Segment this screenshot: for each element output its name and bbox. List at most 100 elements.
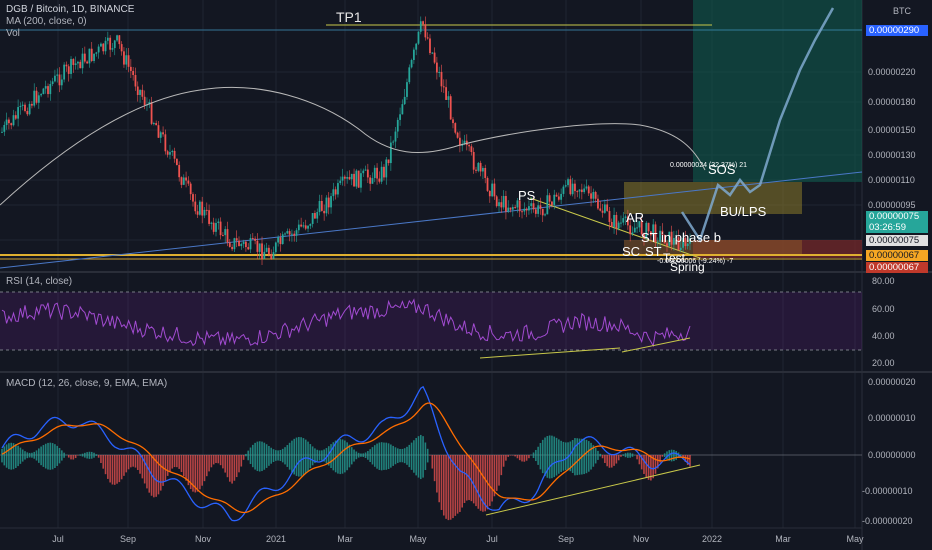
macd-hist-bar <box>518 455 521 461</box>
candle-body <box>371 178 374 184</box>
macd-hist-bar <box>104 455 107 475</box>
candle-body <box>189 183 192 195</box>
candle-body <box>201 201 204 216</box>
tp1-label: TP1 <box>336 9 362 25</box>
candle-body <box>571 183 574 195</box>
rsi-divergence-line-2 <box>621 337 691 353</box>
candle-body <box>592 192 595 199</box>
macd-hist-bar <box>495 455 498 491</box>
macd-hist-bar <box>176 455 178 468</box>
macd-hist-bar <box>431 455 434 469</box>
candle-body <box>10 123 13 126</box>
macd-hist-bar <box>314 448 316 463</box>
candle-body <box>615 214 618 229</box>
candle-body <box>21 104 24 106</box>
candle-body <box>557 196 560 200</box>
macd-hist-bar <box>203 455 206 482</box>
macd-hist-bar <box>240 455 243 467</box>
candle-body <box>424 24 427 38</box>
macd-hist-bar <box>544 437 546 476</box>
macd-hist-bar <box>493 455 496 497</box>
candle-body <box>235 238 238 241</box>
macd-hist-bar <box>35 450 38 461</box>
candle-body <box>51 81 54 84</box>
macd-hist-bar <box>24 451 26 460</box>
candle-body <box>330 196 332 208</box>
candle-body <box>31 103 33 106</box>
candle-body <box>364 169 367 171</box>
macd-hist-bar <box>256 441 259 472</box>
candle-body <box>408 67 411 83</box>
candle-body <box>578 189 581 192</box>
macd-hist-bar <box>166 455 169 476</box>
signal-line <box>1 402 691 514</box>
macd-hist-bar <box>44 443 47 469</box>
macd-hist-bar <box>452 455 454 519</box>
candle-body <box>532 203 535 210</box>
time-label-2021: 2021 <box>266 534 286 544</box>
rsi-legend[interactable]: RSI (14, close) <box>6 276 73 287</box>
vol-legend[interactable]: Vol <box>6 28 20 39</box>
macd-hist-bar <box>459 455 461 512</box>
macd-hist-bar <box>56 445 59 466</box>
macd-hist-bar <box>477 455 480 509</box>
macd-hist-bar <box>679 454 682 456</box>
macd-hist-bar <box>346 442 348 471</box>
macd-hist-bar <box>325 448 328 464</box>
candle-body <box>452 119 454 124</box>
candle-body <box>684 237 687 247</box>
macd-hist-bar <box>627 452 629 458</box>
macd-hist-bar <box>10 442 13 470</box>
candle-body <box>120 44 123 52</box>
candle-body <box>433 52 436 63</box>
candle-body <box>143 96 146 106</box>
candle-body <box>162 132 164 135</box>
candle-body <box>479 162 482 172</box>
candle-body <box>325 197 328 214</box>
candle-body <box>56 74 59 76</box>
macd-hist-bar <box>528 455 530 459</box>
candle-body <box>307 225 309 229</box>
time-label-mar: Mar <box>337 534 353 544</box>
macd-hist-bar <box>376 443 378 469</box>
candle-body <box>468 145 471 147</box>
candle-body <box>590 193 592 199</box>
candle-body <box>159 132 162 138</box>
macd-legend[interactable]: MACD (12, 26, close, 9, EMA, EMA) <box>6 378 168 389</box>
candle-body <box>139 89 141 95</box>
candle-body <box>350 173 353 180</box>
macd-hist-bar <box>442 455 445 516</box>
macd-hist-bar <box>341 439 344 474</box>
candle-body <box>654 224 657 243</box>
price-tick-4: 0.00000130 <box>868 150 916 160</box>
candle-body <box>362 170 365 174</box>
candle-body <box>360 173 362 188</box>
candle-body <box>562 186 565 194</box>
macd-hist-bar <box>673 449 675 462</box>
macd-hist-bar <box>182 455 185 477</box>
candle-body <box>415 43 418 50</box>
bu-lps-label: BU/LPS <box>720 204 767 219</box>
candle-body <box>152 123 155 125</box>
candle-body <box>511 207 514 210</box>
ma-legend[interactable]: MA (200, close, 0) <box>6 16 87 27</box>
macd-hist-bar <box>406 446 408 465</box>
macd-hist-bar <box>509 455 512 456</box>
macd-hist-bar <box>682 455 684 458</box>
macd-line <box>1 385 691 522</box>
candle-body <box>353 173 355 187</box>
macd-divergence-line <box>485 464 701 516</box>
last-price-tag: 0.00000075 <box>866 211 928 222</box>
symbol-legend[interactable]: DGB / Bitcoin, 1D, BINANCE <box>6 4 135 15</box>
macd-hist-bar <box>537 446 539 465</box>
macd-hist-bar <box>525 455 528 461</box>
candle-body <box>514 207 517 209</box>
candle-body <box>672 237 675 245</box>
macd-hist-bar <box>327 446 330 466</box>
candle-body <box>486 177 489 191</box>
candle-body <box>378 178 381 182</box>
long-position-profit-zone[interactable] <box>693 0 862 182</box>
candle-body <box>640 221 643 235</box>
macd-hist-bar <box>689 455 691 467</box>
